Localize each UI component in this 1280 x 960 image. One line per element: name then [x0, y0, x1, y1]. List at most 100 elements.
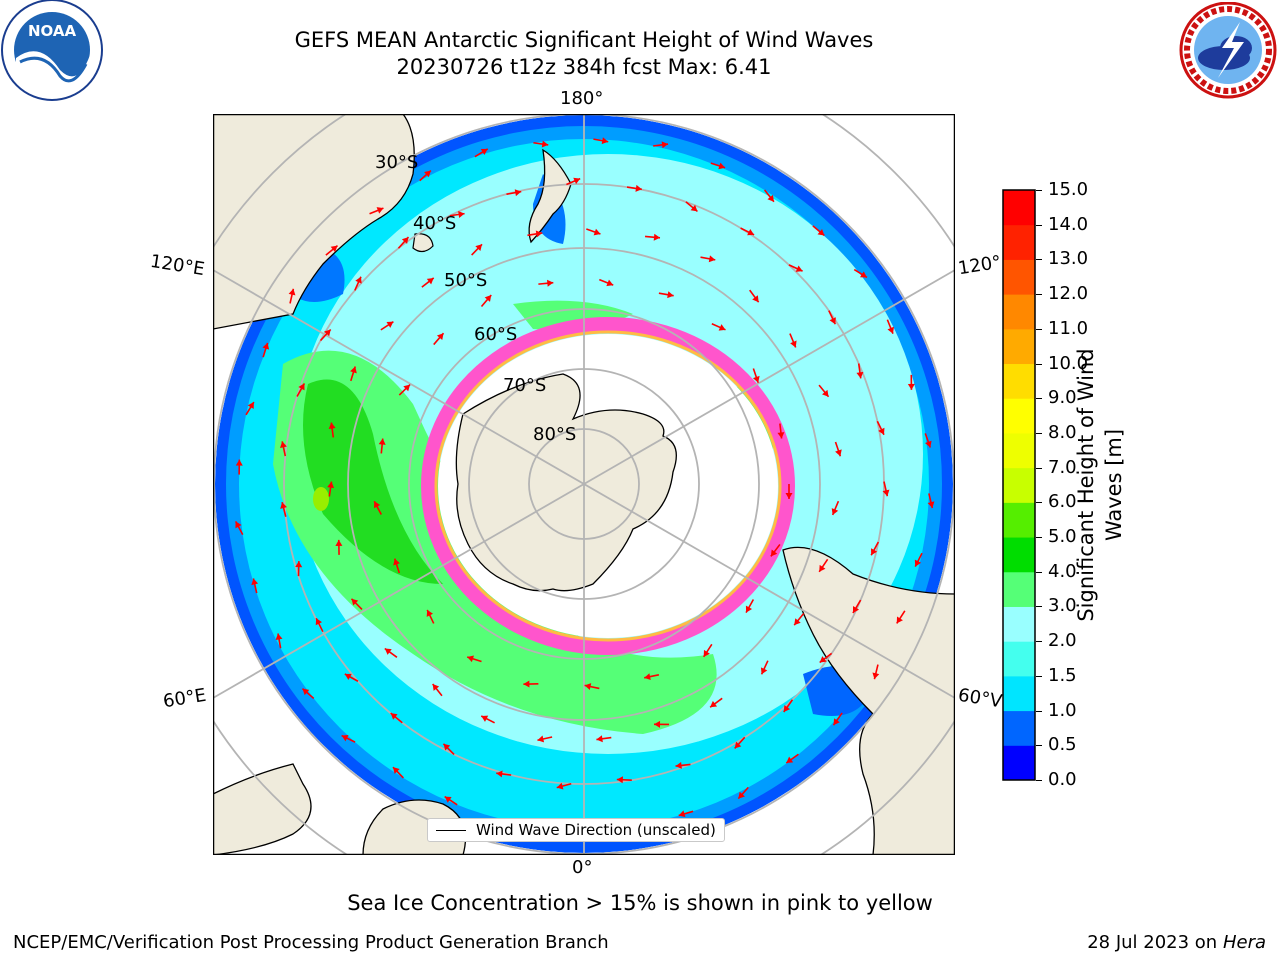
lat-label-50s: 50°S: [444, 270, 488, 291]
colorbar-segment: [1003, 502, 1035, 538]
lon-label-60e: 60°E: [161, 684, 208, 713]
wave-arrow-head: [393, 558, 400, 566]
wave-arrow-head: [870, 548, 878, 556]
wave-arrow-head: [914, 559, 922, 567]
wave-arrow-head: [767, 194, 774, 202]
colorbar-tick-label: 3.0: [1048, 595, 1077, 617]
colorbar-segment: [1003, 363, 1035, 399]
wave-arrow-head: [280, 502, 287, 509]
colorbar-segment: [1003, 571, 1035, 607]
colorbar-label-line-1: Significant Height of Wind: [1074, 348, 1098, 622]
colorbar-tick-label: 9.0: [1048, 387, 1077, 409]
wave-arrow-head: [829, 317, 836, 325]
colorbar-tick-mark: [1036, 502, 1042, 504]
wave-arrow-head: [251, 578, 259, 586]
colorbar-segment: [1003, 641, 1035, 677]
lat-label-70s: 70°S: [503, 375, 547, 396]
wave-arrow-head: [373, 501, 381, 509]
wave-arrow-head: [661, 141, 669, 149]
colorbar-segment: [1003, 467, 1035, 503]
wave-arrow-head: [831, 508, 839, 515]
wave-arrow-head: [426, 277, 434, 285]
wave-arrow-head: [675, 761, 682, 769]
wave-arrow-head: [295, 561, 303, 568]
colorbar-segment: [1003, 294, 1035, 330]
colorbar-segment: [1003, 710, 1035, 746]
colorbar-tick-label: 11.0: [1048, 317, 1089, 339]
wave-arrow-head: [703, 649, 710, 657]
wave-arrow-head: [860, 271, 867, 278]
wave-arrow-head: [786, 756, 794, 763]
wave-arrow-head: [386, 321, 394, 328]
wave-arrow-head: [738, 791, 745, 799]
lon-label-120w: 120°: [956, 251, 1003, 280]
wave-arrow-head: [856, 371, 864, 379]
colorbar-tick-mark: [1036, 537, 1042, 539]
wave-arrow-head: [280, 441, 287, 448]
wave-arrow-head: [833, 718, 840, 726]
wave-arrow-head: [484, 295, 492, 302]
colorbar-tick-mark: [1036, 398, 1042, 400]
wave-arrow-head: [327, 481, 335, 489]
colorbar-segment: [1003, 259, 1035, 295]
wave-arrow-head: [350, 366, 357, 374]
wave-arrow-head: [315, 618, 322, 626]
colorbar-tick-mark: [1036, 606, 1042, 608]
wave-arrow-head: [235, 459, 243, 466]
wave-arrow-head: [443, 743, 451, 751]
legend-line-swatch: [436, 829, 466, 831]
wave-arrow-head: [752, 375, 760, 383]
title-line-1: GEFS MEAN Antarctic Significant Height o…: [294, 28, 874, 52]
wave-arrow-head: [770, 549, 778, 557]
wave-arrow-head: [403, 384, 411, 392]
wave-arrow-head: [593, 228, 601, 236]
wave-arrow-head: [275, 633, 283, 641]
wave-arrow-head: [324, 329, 331, 337]
colorbar-tick-mark: [1036, 780, 1042, 781]
wave-arrow-head: [785, 493, 793, 499]
wave-arrow-head: [616, 776, 623, 784]
wave-arrow-head: [678, 810, 686, 818]
colorbar-tick-mark: [1036, 363, 1042, 365]
wave-arrow-head: [852, 606, 860, 613]
wave-arrow-head: [872, 672, 880, 680]
wave-arrow-head: [546, 279, 554, 287]
wave-arrow-head: [819, 564, 826, 572]
colorbar-tick-mark: [1036, 467, 1042, 469]
wave-arrow-head: [794, 618, 801, 626]
wave-arrow-head: [401, 237, 409, 244]
wave-arrow-head: [896, 616, 903, 624]
colorbar-tick-mark: [1036, 571, 1042, 573]
wave-arrow-head: [718, 162, 726, 170]
nws-logo: [1179, 2, 1277, 99]
wave-arrow-head: [392, 767, 400, 774]
noaa-logo: NOAA: [1, 0, 103, 101]
wave-arrow-head: [426, 609, 433, 617]
wave-arrow-head: [653, 233, 661, 241]
wave-arrow-head: [424, 170, 431, 178]
colorbar-tick-label: 12.0: [1048, 283, 1089, 305]
wave-arrow-head: [907, 383, 915, 390]
wave-arrow-head: [376, 207, 384, 214]
wave-arrow-head: [734, 741, 742, 749]
new-zealand-landmass: [528, 148, 572, 244]
wave-arrow-head: [690, 204, 698, 212]
wave-arrow-head: [710, 700, 718, 708]
wave-arrow-head: [887, 326, 894, 334]
lat-label-80s: 80°S: [533, 424, 577, 445]
australia-landmass: [213, 114, 415, 330]
colorbar-segment: [1003, 606, 1035, 642]
wave-arrow-head: [378, 438, 386, 445]
colorbar-tick-label: 14.0: [1048, 213, 1089, 235]
colorbar-tick-mark: [1036, 675, 1042, 677]
wave-arrow-head: [556, 782, 564, 790]
wave-arrow-head: [718, 324, 726, 331]
colorbar-segment: [1003, 224, 1035, 260]
wave-arrow-head: [535, 230, 543, 238]
lat-label-40s: 40°S: [413, 213, 457, 234]
wave-arrow-head: [878, 427, 885, 435]
wave-arrow-head: [606, 279, 614, 287]
colorbar-tick-mark: [1036, 432, 1042, 434]
wave-arrow-head: [288, 288, 296, 296]
wave-arrow-head: [635, 184, 642, 192]
